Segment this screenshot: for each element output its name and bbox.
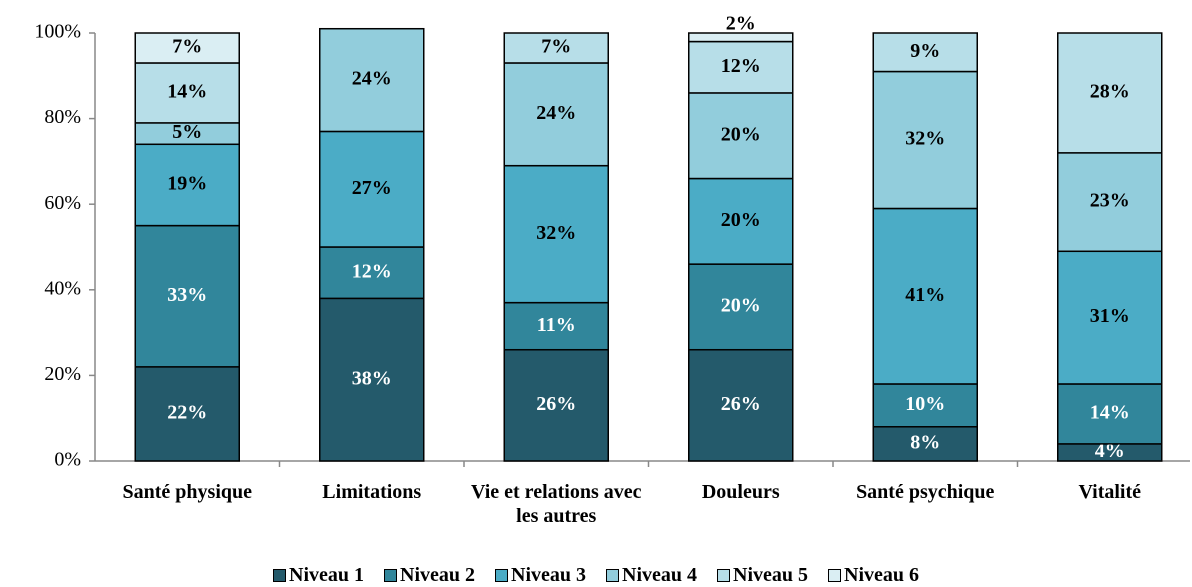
value-label: 31% [1090, 305, 1130, 327]
legend-item: Niveau 6 [828, 564, 919, 587]
x-tick-label: Santé psychique [856, 481, 995, 503]
bar-segment [134, 224, 240, 368]
y-tick-label: 0% [54, 449, 81, 471]
bar-segment [1057, 383, 1163, 445]
value-label: 9% [910, 40, 940, 62]
value-label: 26% [536, 393, 576, 415]
legend-label: Niveau 6 [844, 564, 919, 586]
value-label: 27% [352, 177, 392, 199]
value-label: 24% [536, 102, 576, 124]
bar-segment [503, 62, 609, 167]
bar-segment [688, 263, 794, 351]
legend-swatch [717, 569, 730, 582]
legend-swatch [828, 569, 841, 582]
legend: Niveau 1 Niveau 2 Niveau 3 Niveau 4 Niveau 5… [0, 564, 1192, 587]
value-label: 32% [905, 128, 945, 150]
bar-segment [319, 297, 425, 462]
y-tick-label: 100% [34, 21, 81, 43]
value-label: 7% [541, 36, 571, 58]
legend-item: Niveau 4 [606, 564, 697, 587]
value-label: 41% [905, 284, 945, 306]
value-label: 14% [167, 81, 207, 103]
legend-label: Niveau 5 [733, 564, 808, 586]
bar-segment [688, 177, 794, 265]
bar-segment [503, 32, 609, 64]
value-label: 20% [721, 295, 761, 317]
legend-label: Niveau 4 [622, 564, 697, 586]
bar-segment [688, 40, 794, 94]
x-tick-label: Santé physique [122, 481, 253, 503]
legend-label: Niveau 1 [289, 564, 364, 586]
y-tick-label: 60% [44, 192, 81, 214]
value-label: 14% [1090, 402, 1130, 424]
bar-segment [319, 130, 425, 248]
bar-segment [872, 32, 978, 73]
x-tick-label: Vitalité [1078, 481, 1142, 503]
bar-segment [319, 246, 425, 300]
legend-swatch [606, 569, 619, 582]
value-label: 2% [726, 13, 756, 35]
bar-segment [134, 32, 240, 64]
value-label: 12% [721, 55, 761, 77]
legend-label: Niveau 3 [511, 564, 586, 586]
value-label: 32% [536, 222, 576, 244]
value-label: 28% [1090, 81, 1130, 103]
value-label: 26% [721, 393, 761, 415]
value-label: 38% [352, 367, 392, 389]
value-label: 4% [1095, 440, 1125, 462]
legend-swatch [273, 569, 286, 582]
bar-segment [1057, 32, 1163, 154]
value-label: 33% [167, 284, 207, 306]
value-label: 19% [167, 173, 207, 195]
bar-segment [319, 27, 425, 133]
legend-swatch [495, 569, 508, 582]
y-tick-label: 20% [44, 363, 81, 385]
legend-item: Niveau 5 [717, 564, 808, 587]
value-label: 7% [172, 36, 202, 58]
value-label: 5% [172, 121, 202, 143]
bar-segment [503, 164, 609, 304]
bar-segment [1057, 152, 1163, 253]
bar-segment [134, 62, 240, 124]
value-label: 20% [721, 209, 761, 231]
bar-segment [688, 348, 794, 462]
bar-segment [503, 301, 609, 351]
bar-segment [872, 70, 978, 210]
x-tick-label: Limitations [322, 481, 422, 503]
x-tick-label: Douleurs [701, 481, 780, 503]
bar-segment [503, 348, 609, 462]
bar-segment [688, 32, 794, 43]
value-label: 10% [905, 393, 945, 415]
legend-label: Niveau 2 [400, 564, 475, 586]
legend-item: Niveau 3 [495, 564, 586, 587]
bar-segment [688, 92, 794, 180]
bar-segment [134, 366, 240, 462]
legend-swatch [384, 569, 397, 582]
x-tick-label: Vie et relations avec les autres [471, 481, 642, 527]
bar-segment [1057, 250, 1163, 385]
bar-segment [872, 426, 978, 462]
value-label: 20% [721, 123, 761, 145]
value-label: 23% [1090, 190, 1130, 212]
bar-segment [872, 383, 978, 428]
value-label: 12% [352, 260, 392, 282]
value-label: 11% [537, 314, 576, 336]
y-tick-label: 40% [44, 277, 81, 299]
value-label: 8% [910, 431, 940, 453]
y-tick-label: 80% [44, 106, 81, 128]
value-label: 24% [352, 68, 392, 90]
legend-item: Niveau 2 [384, 564, 475, 587]
legend-item: Niveau 1 [273, 564, 364, 587]
value-label: 22% [167, 402, 207, 424]
